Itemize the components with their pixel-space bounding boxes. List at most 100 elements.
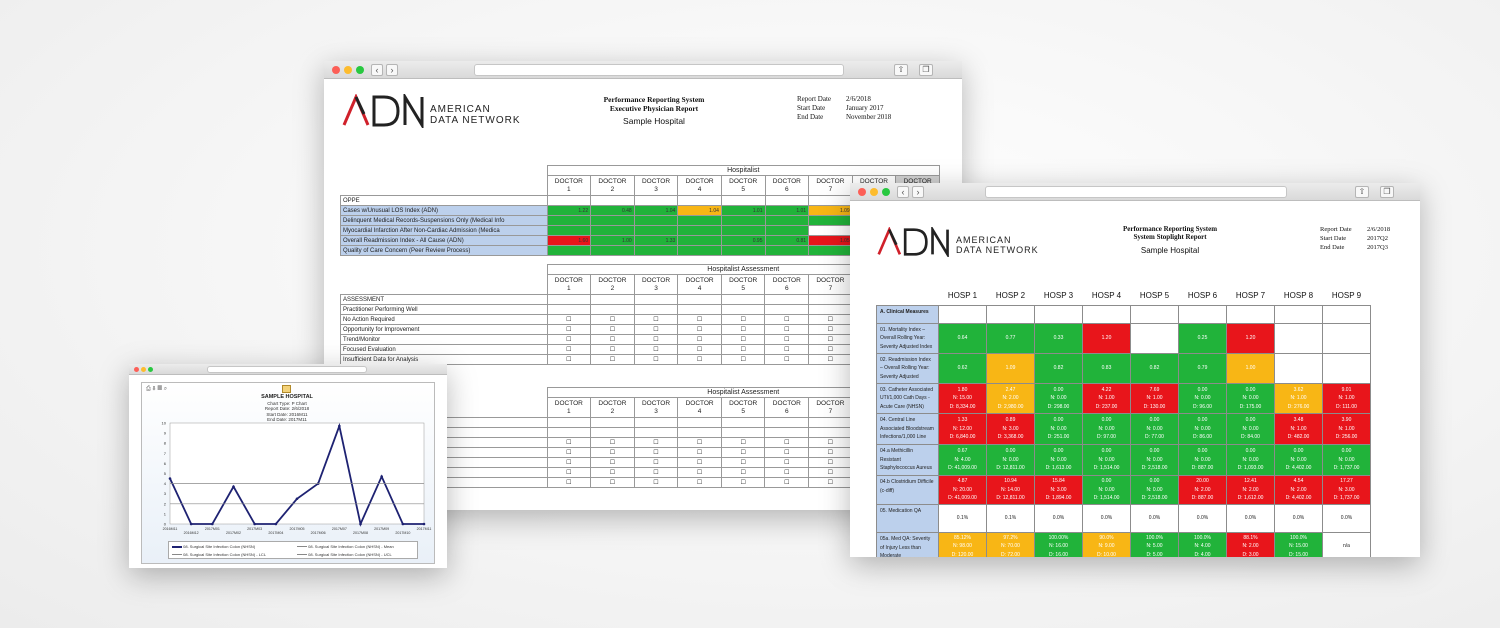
stoplight-cell[interactable]: 0.00 N: 0.00 D: 4,402.00 [1274,444,1323,476]
doctor-column-header[interactable]: DOCTOR 6 [764,175,810,196]
stoplight-cell[interactable]: 4.87 N: 20.00 D: 41,009.00 [938,475,987,505]
stoplight-cell[interactable]: 0.62 [938,352,987,384]
doctor-column-header[interactable]: DOCTOR 1 [546,274,592,295]
assessment-checkbox[interactable]: ☐ [546,447,592,458]
status-cell[interactable] [720,225,766,236]
stoplight-cell[interactable]: 2.47 N: 2.00 D: 2,980.00 [986,382,1035,414]
stoplight-cell[interactable]: 0.00 N: 0.00 D: 1,514.00 [1082,444,1131,476]
doctor-column-header[interactable]: DOCTOR 1 [546,175,592,196]
table-icon[interactable]: ▦ [157,386,163,392]
doctor-column-header[interactable]: DOCTOR 6 [764,274,810,295]
assessment-checkbox[interactable]: ☐ [633,314,679,325]
stoplight-cell[interactable]: 0.00 N: 0.00 D: 12,811.00 [986,444,1035,476]
assessment-checkbox[interactable]: ☐ [764,354,810,365]
assessment-checkbox[interactable]: ☐ [808,314,853,325]
assessment-checkbox[interactable]: ☐ [720,324,766,335]
assessment-checkbox[interactable]: ☐ [764,334,810,345]
stoplight-cell[interactable]: 88.1% N: 2.00 D: 3.00 [1226,532,1275,557]
status-cell[interactable] [764,215,810,226]
doctor-column-header[interactable]: DOCTOR 4 [677,274,722,295]
stoplight-cell[interactable] [1274,352,1323,384]
back-icon[interactable]: ‹ [897,186,909,198]
assessment-checkbox[interactable]: ☐ [808,344,853,355]
status-cell[interactable] [677,215,722,226]
stoplight-cell[interactable]: 100.0% N: 4.00 D: 4.00 [1178,532,1227,557]
stoplight-cell[interactable]: 0.1% [938,504,987,533]
assessment-checkbox[interactable]: ☐ [720,354,766,365]
assessment-checkbox[interactable]: ☐ [546,314,592,325]
assessment-checkbox[interactable]: ☐ [677,447,722,458]
assessment-checkbox[interactable]: ☐ [633,344,679,355]
stoplight-cell[interactable]: 4.54 N: 2.00 D: 4,402.00 [1274,475,1323,505]
stoplight-cell[interactable]: 0.00 N: 0.00 D: 1,737.00 [1322,444,1371,476]
status-cell[interactable] [546,215,592,226]
stoplight-cell[interactable]: 0.00 N: 0.00 D: 84.00 [1226,413,1275,445]
hospital-column-header[interactable]: HOSP 2 [986,287,1035,305]
assessment-checkbox[interactable]: ☐ [808,457,853,468]
hospital-column-header[interactable]: HOSP 7 [1226,287,1275,305]
status-cell[interactable] [546,245,592,256]
assessment-checkbox[interactable]: ☐ [677,437,722,448]
stoplight-cell[interactable]: 100.0% N: 5.00 D: 5.00 [1130,532,1179,557]
assessment-checkbox[interactable]: ☐ [546,477,592,488]
doctor-column-header[interactable]: DOCTOR 5 [720,175,766,196]
status-cell[interactable] [764,225,810,236]
status-cell[interactable]: 0.48 [590,205,635,216]
assessment-checkbox[interactable]: ☐ [764,447,810,458]
assessment-checkbox[interactable]: ☐ [590,447,635,458]
stoplight-cell[interactable]: 0.00 N: 0.00 D: 175.00 [1226,382,1275,414]
status-cell[interactable] [546,225,592,236]
stoplight-cell[interactable]: 0.25 [1178,322,1227,354]
hospital-column-header[interactable]: HOSP 1 [938,287,987,305]
stoplight-cell[interactable]: 17.27 N: 3.00 D: 1,737.00 [1322,475,1371,505]
hospital-column-header[interactable]: HOSP 3 [1034,287,1083,305]
status-cell[interactable]: 1.04 [677,205,722,216]
stoplight-cell[interactable]: 0.00 N: 0.00 D: 1,093.00 [1226,444,1275,476]
stoplight-cell[interactable]: 0.00 N: 0.00 D: 887.00 [1178,444,1227,476]
share-icon[interactable]: ⇧ [1355,186,1369,198]
status-cell[interactable]: 1.60 [546,235,592,246]
assessment-checkbox[interactable]: ☐ [808,324,853,335]
assessment-checkbox[interactable]: ☐ [764,437,810,448]
assessment-checkbox[interactable]: ☐ [633,324,679,335]
address-bar[interactable] [207,366,367,373]
doctor-column-header[interactable]: DOCTOR 7 [808,175,853,196]
stoplight-cell[interactable]: 1.00 [1226,352,1275,384]
status-cell[interactable] [808,245,853,256]
assessment-checkbox[interactable]: ☐ [808,447,853,458]
doctor-column-header[interactable]: DOCTOR 2 [590,175,635,196]
doctor-column-header[interactable]: DOCTOR 4 [677,175,722,196]
stoplight-cell[interactable]: 0.33 [1034,322,1083,354]
maximize-window-icon[interactable] [356,66,364,74]
assessment-checkbox[interactable]: ☐ [720,314,766,325]
status-cell[interactable] [720,245,766,256]
assessment-checkbox[interactable]: ☐ [546,344,592,355]
stoplight-cell[interactable] [1322,322,1371,354]
stoplight-cell[interactable]: 0.00 N: 0.00 D: 298.00 [1034,382,1083,414]
hospital-column-header[interactable]: HOSP 8 [1274,287,1323,305]
assessment-checkbox[interactable]: ☐ [590,467,635,478]
assessment-checkbox[interactable]: ☐ [546,457,592,468]
assessment-checkbox[interactable]: ☐ [808,354,853,365]
stoplight-cell[interactable]: 10.94 N: 14.00 D: 12,811.00 [986,475,1035,505]
stoplight-cell[interactable]: n/a [1322,532,1371,557]
hospital-column-header[interactable]: HOSP 9 [1322,287,1371,305]
doctor-column-header[interactable]: DOCTOR 2 [590,397,635,418]
assessment-checkbox[interactable]: ☐ [720,447,766,458]
assessment-checkbox[interactable]: ☐ [590,334,635,345]
assessment-checkbox[interactable] [677,427,722,438]
stoplight-cell[interactable]: 0.0% [1226,504,1275,533]
share-icon[interactable]: ⇧ [894,64,908,76]
stoplight-cell[interactable]: 0.00 N: 0.00 D: 77.00 [1130,413,1179,445]
assessment-checkbox[interactable] [633,427,679,438]
stoplight-cell[interactable]: 0.67 N: 4.00 D: 41,009.00 [938,444,987,476]
stoplight-cell[interactable]: 1.20 [1082,322,1131,354]
minimize-window-icon[interactable] [870,188,878,196]
stoplight-cell[interactable]: 0.64 [938,322,987,354]
stoplight-cell[interactable]: 0.83 [1082,352,1131,384]
stoplight-cell[interactable]: 0.00 N: 0.00 D: 2,518.00 [1130,475,1179,505]
doctor-column-header[interactable]: DOCTOR 7 [808,274,853,295]
hospital-column-header[interactable]: HOSP 4 [1082,287,1131,305]
assessment-checkbox[interactable]: ☐ [808,334,853,345]
close-window-icon[interactable] [332,66,340,74]
